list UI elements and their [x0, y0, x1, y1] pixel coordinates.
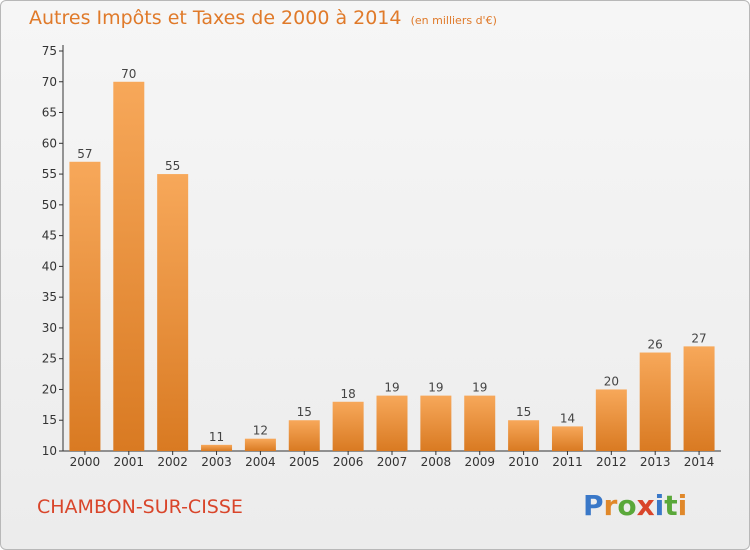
bar-value-label: 19 — [472, 381, 487, 395]
bar-value-label: 15 — [297, 405, 312, 419]
x-tick-label: 2004 — [245, 455, 276, 469]
bar — [551, 426, 583, 451]
bar — [376, 395, 408, 451]
y-tick-label: 55 — [42, 167, 57, 181]
bar — [201, 444, 233, 451]
chart-title: Autres Impôts et Taxes de 2000 à 2014 — [29, 7, 402, 29]
bar — [639, 352, 671, 451]
bar — [113, 81, 145, 452]
x-tick-label: 2011 — [552, 455, 583, 469]
x-tick-label: 2010 — [508, 455, 539, 469]
bar-value-label: 11 — [209, 430, 224, 444]
x-tick-label: 2007 — [377, 455, 408, 469]
bar-value-label: 18 — [340, 387, 355, 401]
bar — [508, 420, 540, 451]
bar-value-label: 19 — [428, 381, 443, 395]
location-label: CHAMBON-SUR-CISSE — [37, 496, 243, 518]
bar-value-label: 20 — [604, 374, 619, 388]
bar — [69, 161, 101, 451]
x-tick-label: 2014 — [684, 455, 715, 469]
x-tick-label: 2006 — [333, 455, 364, 469]
bar-value-label: 15 — [516, 405, 531, 419]
x-tick-label: 2009 — [464, 455, 495, 469]
x-tick-label: 2012 — [596, 455, 627, 469]
y-tick-label: 60 — [42, 136, 57, 150]
x-tick-label: 2008 — [421, 455, 452, 469]
x-tick-label: 2000 — [70, 455, 101, 469]
bar-value-label: 57 — [77, 147, 92, 161]
y-tick-label: 35 — [42, 290, 57, 304]
bar-value-label: 27 — [691, 331, 706, 345]
x-tick-label: 2003 — [201, 455, 232, 469]
bar-value-label: 70 — [121, 67, 136, 81]
x-tick-label: 2005 — [289, 455, 320, 469]
y-tick-label: 20 — [42, 382, 57, 396]
y-tick-label: 10 — [42, 444, 57, 458]
bar-value-label: 55 — [165, 159, 180, 173]
bar — [595, 389, 627, 451]
y-tick-label: 65 — [42, 106, 57, 120]
y-tick-label: 50 — [42, 198, 57, 212]
y-tick-label: 45 — [42, 229, 57, 243]
bar — [420, 395, 452, 451]
x-tick-label: 2001 — [114, 455, 145, 469]
x-tick-label: 2002 — [157, 455, 188, 469]
proxiti-logo: Proxiti — [583, 489, 688, 522]
y-tick-label: 70 — [42, 75, 57, 89]
bar-value-label: 14 — [560, 411, 575, 425]
x-tick-label: 2013 — [640, 455, 671, 469]
chart-title-block: Autres Impôts et Taxes de 2000 à 2014 (e… — [29, 7, 497, 29]
chart-subtitle: (en milliers d'€) — [410, 14, 497, 27]
bar — [464, 395, 496, 451]
bar — [244, 438, 276, 451]
y-tick-label: 30 — [42, 321, 57, 335]
bar — [157, 174, 189, 452]
bar — [332, 401, 364, 451]
bar — [288, 420, 320, 451]
bar-value-label: 12 — [253, 424, 268, 438]
y-tick-label: 75 — [42, 44, 57, 58]
y-tick-label: 15 — [42, 413, 57, 427]
y-tick-label: 40 — [42, 259, 57, 273]
bar-value-label: 26 — [648, 338, 663, 352]
bar-value-label: 19 — [384, 381, 399, 395]
bar — [683, 346, 715, 451]
y-tick-label: 25 — [42, 352, 57, 366]
